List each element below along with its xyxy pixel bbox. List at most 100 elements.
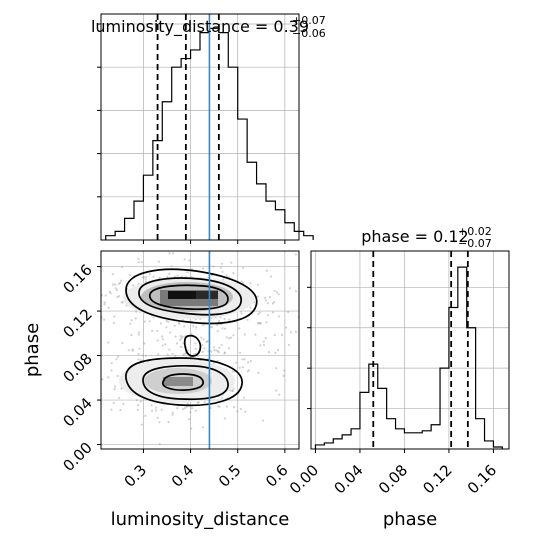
scatter-point	[271, 311, 274, 314]
scatter-point	[152, 275, 155, 278]
scatter-point	[157, 260, 160, 263]
scatter-point	[268, 351, 271, 354]
scatter-point	[169, 331, 172, 334]
ph-hist-title: phase = 0.12	[361, 227, 468, 246]
scatter-point	[182, 342, 185, 345]
scatter-point	[240, 312, 243, 315]
scatter-point	[157, 353, 160, 356]
ld-hist-xticks	[142, 240, 286, 244]
scatter-point	[57, 400, 59, 402]
ld-hist-frame	[100, 13, 300, 241]
scatter-point	[202, 324, 205, 327]
scatter-point	[247, 369, 251, 372]
scatter-point	[121, 301, 124, 304]
scatter-point	[130, 319, 133, 322]
scatter-point	[173, 324, 176, 327]
joint-density-panel: 0.3 0.4 0.5 0.6 0.000.040.080.120.16 phase …	[22, 250, 320, 530]
scatter-point	[172, 252, 175, 255]
scatter-point	[287, 343, 290, 346]
scatter-point	[188, 259, 191, 262]
phase-y-tick-label-2: 0.08	[59, 350, 95, 386]
scatter-point	[318, 263, 320, 265]
x-axis-label-luminosity-distance: luminosity_distance	[111, 509, 290, 530]
scatter-point	[116, 296, 119, 299]
scatter-point	[246, 370, 249, 373]
scatter-point	[262, 340, 265, 343]
phase-x-tick-label-1: 0.04	[330, 461, 366, 497]
phase-histogram: 0.00 0.04 0.08 0.12 0.16 phase = 0.12 +0.02 …	[286, 225, 510, 530]
scatter-point	[216, 323, 219, 327]
scatter-point	[178, 322, 181, 325]
phase-y-tick-label-1: 0.04	[59, 394, 95, 430]
scatter-point	[171, 411, 174, 414]
scatter-point	[294, 253, 297, 256]
scatter-point	[137, 358, 140, 361]
scatter-point	[110, 362, 113, 365]
scatter-point	[120, 279, 123, 282]
scatter-point	[231, 389, 234, 392]
scatter-point	[137, 261, 140, 264]
upper-contour-inner	[149, 284, 229, 311]
scatter-point	[197, 401, 200, 404]
scatter-point	[107, 341, 110, 344]
scatter-point	[115, 289, 118, 292]
scatter-point	[145, 275, 148, 279]
scatter-point	[171, 413, 174, 416]
lower-contour-inner	[161, 373, 204, 391]
lower-density-core	[163, 377, 193, 386]
scatter-point	[191, 407, 194, 410]
scatter-point	[201, 344, 204, 347]
scatter-point	[161, 335, 164, 338]
scatter-point	[242, 266, 245, 269]
scatter-point	[232, 334, 235, 337]
scatter-point	[243, 358, 246, 361]
joint-yticks: 0.00 0.04 0.08 0.12 0.16	[59, 261, 101, 475]
scatter-point	[183, 258, 186, 261]
scatter-point	[113, 315, 116, 318]
scatter-point	[140, 261, 143, 264]
scatter-point	[89, 285, 91, 287]
scatter-point	[225, 405, 229, 408]
scatter-point	[193, 353, 196, 356]
scatter-point	[265, 321, 268, 324]
scatter-point	[213, 349, 216, 352]
scatter-point	[249, 360, 252, 363]
scatter-point	[156, 339, 159, 342]
scatter-point	[217, 351, 220, 354]
scatter-point	[233, 406, 236, 409]
scatter-point	[224, 327, 227, 330]
scatter-point	[202, 338, 205, 341]
ph-title-plus: +0.02	[458, 225, 492, 238]
scatter-point	[144, 414, 147, 417]
scatter-point	[218, 346, 221, 349]
scatter-point	[239, 407, 242, 410]
lower-contour-mid	[142, 364, 229, 401]
scatter-point	[257, 321, 260, 324]
ph-title-param: phase	[361, 227, 409, 246]
scatter-point	[311, 325, 313, 327]
bridge-contour	[183, 334, 202, 357]
scatter-point	[254, 333, 257, 336]
scatter-point	[115, 358, 118, 361]
scatter-point	[122, 402, 125, 405]
scatter-point	[231, 389, 234, 392]
scatter-point	[236, 410, 239, 413]
scatter-point	[176, 274, 179, 277]
scatter-point	[256, 295, 259, 298]
joint-frame	[100, 250, 300, 450]
y-axis-label-phase: phase	[22, 323, 43, 377]
scatter-point	[294, 330, 298, 333]
scatter-point	[276, 349, 280, 352]
scatter-point	[168, 272, 171, 275]
scatter-point	[82, 333, 84, 335]
scatter-point	[128, 273, 131, 277]
ph-title-minus: −0.07	[458, 237, 492, 250]
scatter-point	[167, 320, 170, 323]
scatter-point	[143, 342, 146, 345]
ph-hist-frame	[310, 250, 510, 450]
joint-contours	[125, 268, 258, 407]
scatter-point	[179, 345, 183, 348]
scatter-point	[83, 377, 85, 379]
scatter-point	[243, 333, 246, 336]
